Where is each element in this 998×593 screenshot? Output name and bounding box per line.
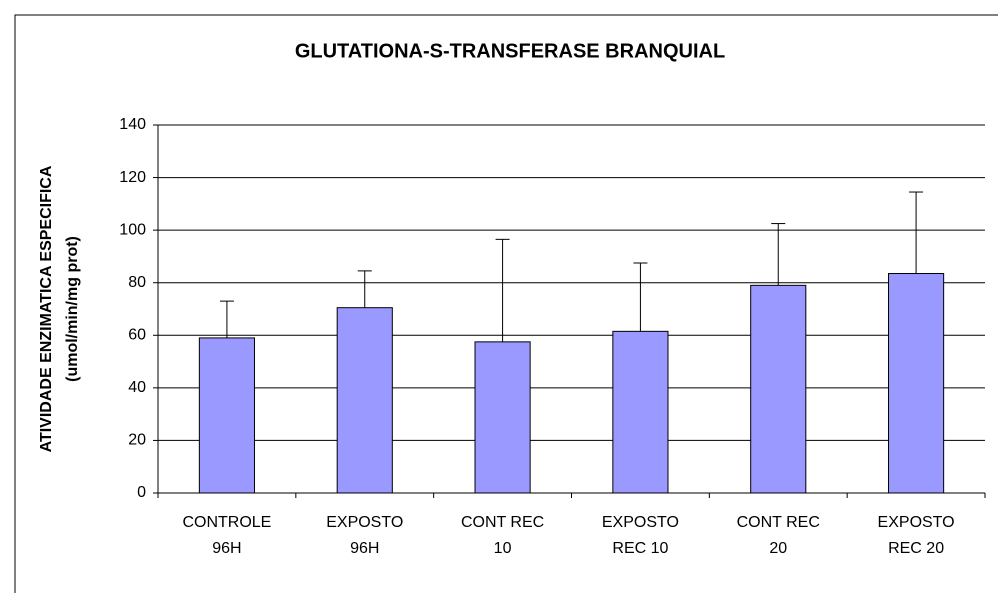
chart-title: GLUTATIONA-S-TRANSFERASE BRANQUIAL [295,40,725,62]
x-tick-label: 96H [350,540,379,557]
bar [474,341,531,494]
y-tick-label: 80 [128,274,146,291]
x-tick-label: EXPOSTO [602,514,679,531]
x-tick-label: EXPOSTO [326,514,403,531]
x-tick-label: CONT REC [461,514,544,531]
x-tick-label: REC 20 [888,540,944,557]
y-tick-label: 120 [119,169,146,186]
bar [612,330,669,494]
bar [888,273,945,494]
bar [198,337,255,494]
y-axis-title: ATIVIDADE ENZIMATICA ESPECIFICA [38,165,55,452]
y-tick-label: 140 [119,116,146,133]
chart-border [14,14,998,593]
y-tick-label: 0 [137,484,146,501]
y-tick-label: 40 [128,379,146,396]
x-tick-label: REC 10 [612,540,668,557]
x-tick-label: CONT REC [737,514,820,531]
x-tick-label: 10 [494,540,512,557]
y-axis-title: (umol/min/mg prot) [64,236,81,382]
y-tick-label: 20 [128,432,146,449]
x-tick-label: 96H [212,540,241,557]
bar [750,284,807,494]
x-tick-label: CONTROLE [182,514,271,531]
x-tick-label: EXPOSTO [878,514,955,531]
y-tick-label: 100 [119,221,146,238]
y-tick-label: 60 [128,327,146,344]
bar [336,307,393,494]
x-tick-label: 20 [769,540,787,557]
